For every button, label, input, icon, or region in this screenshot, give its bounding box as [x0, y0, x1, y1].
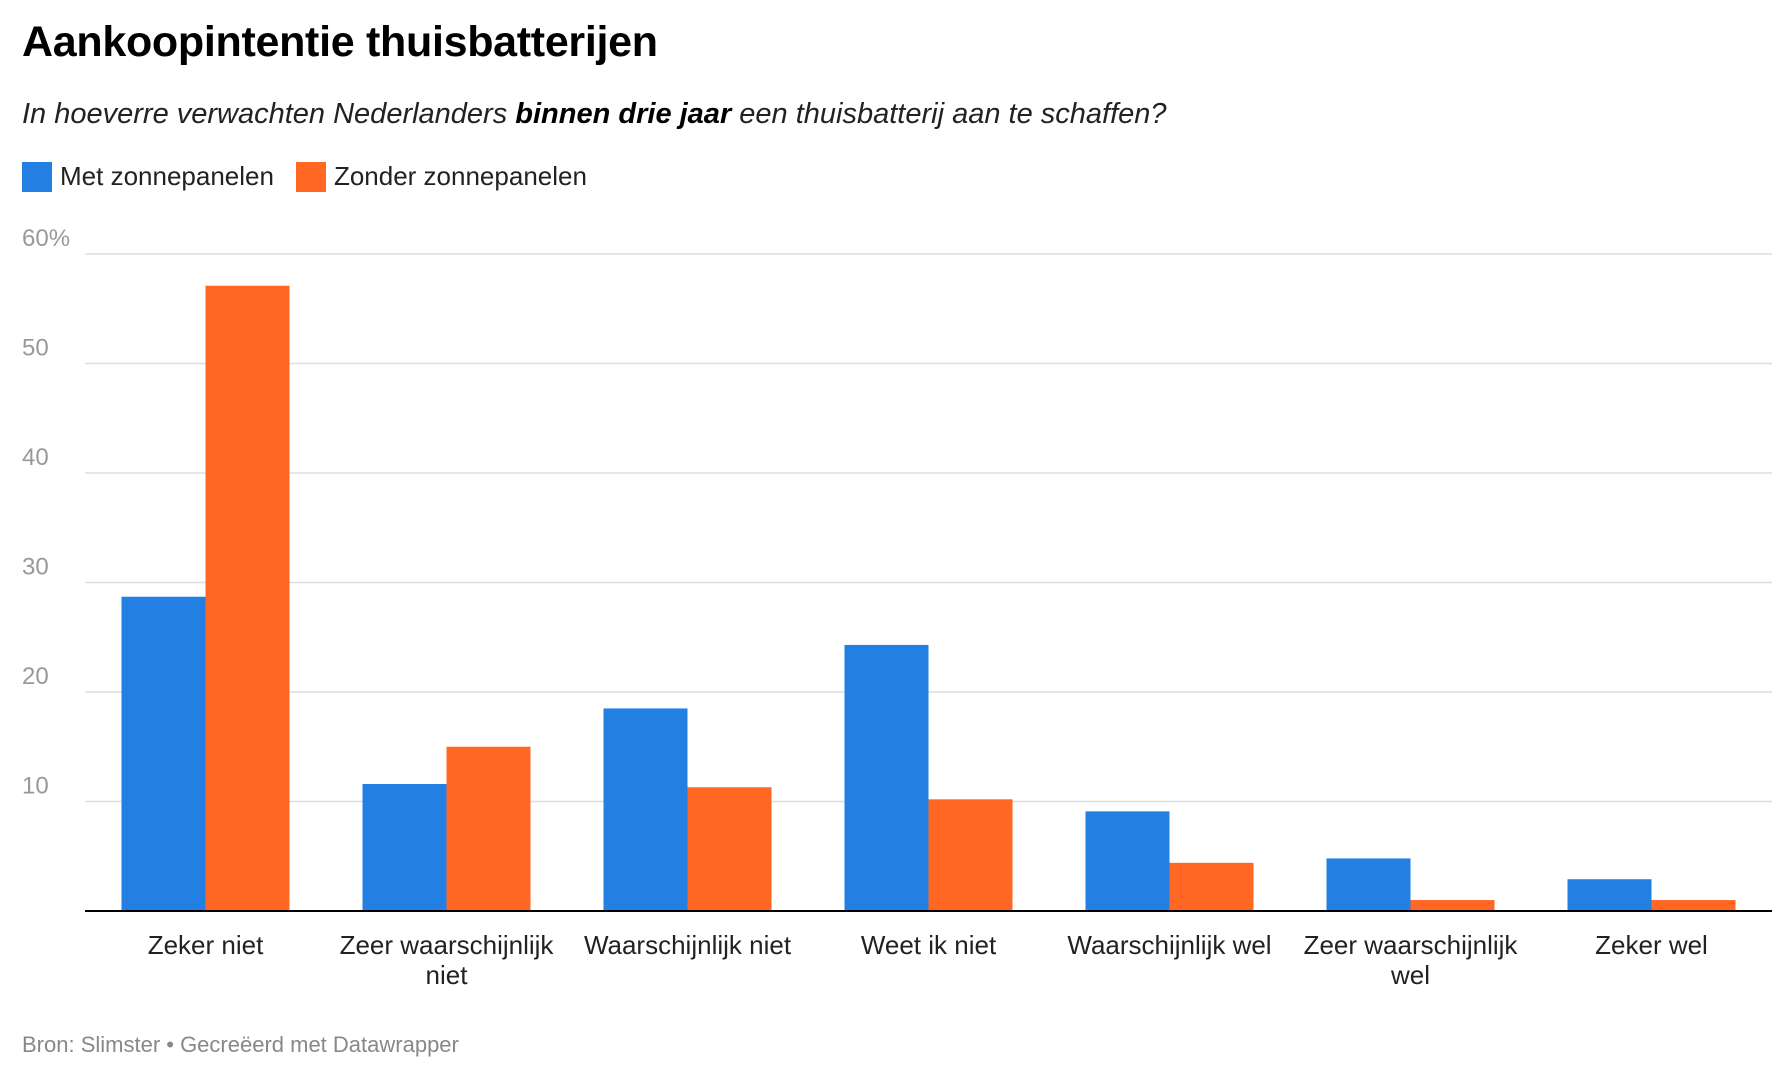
source-footer: Bron: Slimster • Gecreëerd met Datawrapp…: [22, 1032, 459, 1057]
bar-series-1: [1567, 879, 1652, 911]
bar-series-2: [928, 799, 1013, 911]
x-tick-label: Zeker wel: [1595, 930, 1708, 960]
bar-series-2: [446, 746, 531, 911]
y-tick-label: 60%: [22, 225, 70, 252]
bar-series-1: [603, 708, 688, 911]
legend-label-series-2: Zonder zonnepanelen: [333, 161, 587, 191]
x-tick-label: Weet ik niet: [861, 930, 997, 960]
x-tick-label: Zeer waarschijnlijk: [1304, 930, 1519, 960]
bar-series-1: [362, 783, 447, 911]
chart-legend: Met zonnepanelen Zonder zonnepanelen: [22, 161, 609, 192]
x-tick-label: Zeer waarschijnlijk: [340, 930, 555, 960]
chart-title: Aankoopintentie thuisbatterijen: [22, 18, 658, 66]
x-tick-label: wel: [1390, 960, 1430, 990]
bar-series-1: [121, 596, 206, 911]
x-tick-label: Waarschijnlijk wel: [1067, 930, 1271, 960]
subtitle-end: een thuisbatterij aan te schaffen?: [731, 98, 1167, 130]
bar-series-1: [844, 644, 929, 911]
x-tick-label: Waarschijnlijk niet: [584, 930, 792, 960]
bar-series-1: [1326, 858, 1411, 911]
bar-series-2: [1410, 900, 1495, 911]
x-tick-label: niet: [426, 960, 469, 990]
y-tick-label: 40: [22, 444, 49, 471]
bar-series-2: [687, 787, 772, 911]
bar-series-2: [205, 285, 290, 911]
legend-item-series-1: Met zonnepanelen: [22, 161, 274, 192]
subtitle-emphasis: binnen drie jaar: [515, 98, 732, 130]
y-tick-label: 50: [22, 335, 49, 362]
y-tick-label: 30: [22, 554, 49, 581]
legend-swatch-series-2: [295, 161, 326, 192]
legend-item-series-2: Zonder zonnepanelen: [295, 161, 587, 192]
y-tick-label: 20: [22, 663, 49, 690]
bar-series-1: [1085, 811, 1170, 911]
chart-subtitle: In hoeverre verwachten Nederlanders binn…: [22, 98, 1167, 131]
y-tick-label: 10: [22, 773, 49, 800]
x-tick-label: Zeker niet: [148, 930, 264, 960]
subtitle-start: In hoeverre verwachten Nederlanders: [22, 98, 516, 130]
bar-series-2: [1169, 862, 1254, 911]
legend-swatch-series-1: [22, 161, 52, 192]
legend-label-series-1: Met zonnepanelen: [60, 161, 274, 191]
bar-series-2: [1651, 900, 1736, 911]
